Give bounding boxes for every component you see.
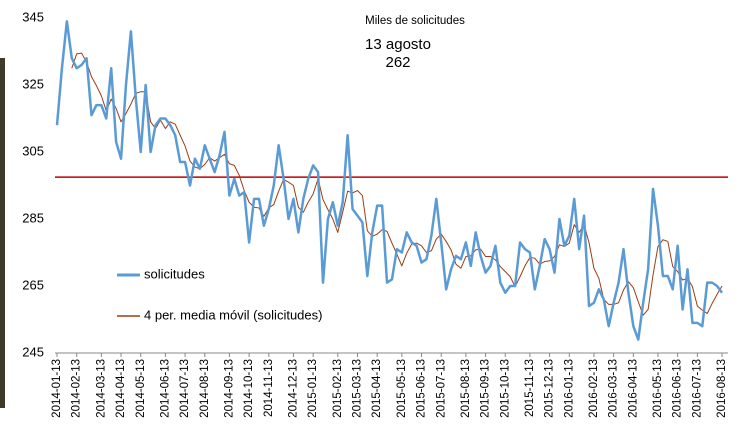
x-tick-label: 2015-04-13 xyxy=(371,359,383,418)
x-tick-label: 2014-08-13 xyxy=(199,359,211,418)
y-tick-label: 285 xyxy=(22,210,44,225)
x-tick-label: 2016-05-13 xyxy=(652,359,664,418)
x-tick-label: 2014-01-13 xyxy=(51,359,63,418)
x-tick-label: 2016-08-13 xyxy=(716,359,728,418)
annotation: 13 agosto xyxy=(365,36,431,53)
x-tick-label: 2014-04-13 xyxy=(115,359,127,418)
x-tick-label: 2014-06-13 xyxy=(159,359,171,418)
x-tick-label: 2015-11-13 xyxy=(524,359,536,417)
x-tick-label: 2015-07-13 xyxy=(435,359,447,418)
legend-label: 4 per. media móvil (solicitudes) xyxy=(144,307,322,322)
x-tick-label: 2015-10-13 xyxy=(499,359,511,418)
x-tick-label: 2014-09-13 xyxy=(223,359,235,418)
y-tick-label: 345 xyxy=(22,9,44,24)
annotation: Miles de solicitudes xyxy=(365,15,465,27)
x-tick-label: 2016-06-13 xyxy=(672,359,684,418)
x-tick-label: 2016-02-13 xyxy=(588,359,600,418)
x-tick-label: 2015-02-13 xyxy=(332,359,344,418)
x-tick-label: 2014-05-13 xyxy=(135,359,147,418)
x-tick-label: 2015-01-13 xyxy=(307,359,319,418)
x-tick-label: 2014-12-13 xyxy=(287,359,299,418)
y-tick-label: 245 xyxy=(22,344,44,359)
x-tick-label: 2016-01-13 xyxy=(563,359,575,418)
x-tick-label: 2014-07-13 xyxy=(179,359,191,418)
annotation: 262 xyxy=(385,54,410,71)
x-tick-label: 2015-08-13 xyxy=(460,359,472,418)
x-tick-label: 2014-03-13 xyxy=(95,359,107,418)
x-tick-label: 2015-03-13 xyxy=(352,359,364,418)
x-tick-label: 2015-12-13 xyxy=(544,359,556,418)
x-tick-label: 2016-07-13 xyxy=(691,359,703,418)
x-tick-label: 2016-03-13 xyxy=(608,359,620,418)
x-tick-label: 2016-04-13 xyxy=(627,359,639,418)
series-line xyxy=(55,20,724,341)
x-tick-label: 2014-11-13 xyxy=(263,359,275,417)
left-edge xyxy=(0,58,5,408)
x-tick-label: 2015-05-13 xyxy=(396,359,408,418)
legend-label: solicitudes xyxy=(144,266,205,281)
x-tick-label: 2014-02-13 xyxy=(71,359,83,418)
x-tick-label: 2015-09-13 xyxy=(480,359,492,418)
x-tick-label: 2014-10-13 xyxy=(243,359,255,418)
y-tick-label: 265 xyxy=(22,277,44,292)
y-tick-label: 305 xyxy=(22,143,44,158)
y-tick-label: 325 xyxy=(22,76,44,91)
x-tick-label: 2015-06-13 xyxy=(416,359,428,418)
